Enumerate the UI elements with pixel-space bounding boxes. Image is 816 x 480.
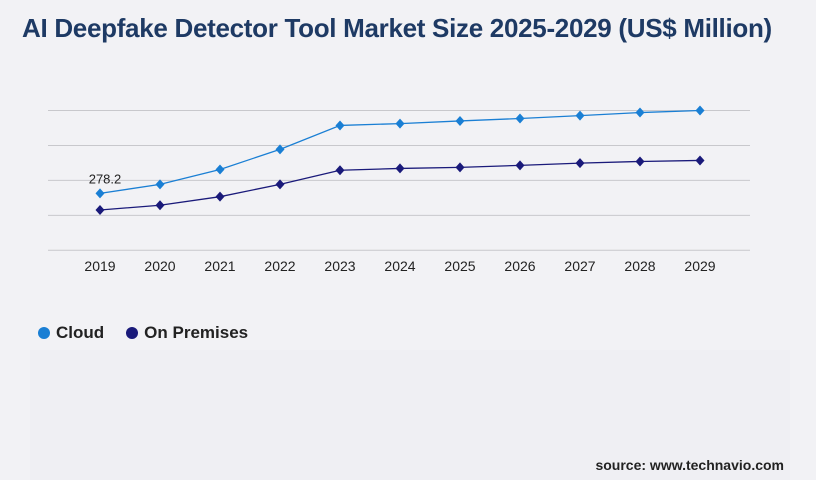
legend-item: On Premises [126, 323, 248, 343]
chart-title: AI Deepfake Detector Tool Market Size 20… [22, 13, 772, 43]
data-point [275, 144, 285, 155]
data-point [95, 204, 105, 215]
data-point [455, 115, 465, 126]
data-point [95, 188, 105, 199]
x-tick-label: 2019 [84, 258, 115, 274]
background-panel [30, 350, 790, 480]
data-point [155, 179, 165, 190]
line-chart: 2019 2020 2021 2022 2023 2024 2025 2026 2027 2028… [48, 105, 750, 274]
legend-marker-icon [38, 327, 50, 339]
x-tick-label: 2029 [684, 258, 715, 274]
x-tick-label: 2027 [564, 258, 595, 274]
x-tick-label: 2023 [324, 258, 355, 274]
data-point [335, 165, 345, 176]
data-point [695, 105, 705, 116]
data-point [515, 113, 525, 124]
x-tick-label: 2021 [204, 258, 235, 274]
x-tick-label: 2020 [144, 258, 175, 274]
legend-label: Cloud [56, 323, 105, 342]
x-tick-label: 2025 [444, 258, 475, 274]
legend-marker-icon [126, 327, 139, 339]
legend: Cloud On Premises [38, 323, 248, 343]
data-point [695, 155, 705, 166]
data-point [155, 200, 165, 211]
x-tick-label: 2022 [264, 258, 295, 274]
data-point [575, 110, 585, 121]
x-tick-label: 2028 [624, 258, 655, 274]
data-point [335, 120, 345, 131]
source-text: source: www.technavio.com [595, 457, 784, 473]
data-point [575, 158, 585, 169]
data-point [455, 162, 465, 173]
x-tick-label: 2026 [504, 258, 535, 274]
data-point [635, 107, 645, 118]
data-point [215, 164, 225, 175]
data-point [215, 191, 225, 202]
data-point [395, 163, 405, 174]
x-tick-label: 2024 [384, 258, 415, 274]
data-label: 278.2 [89, 171, 122, 186]
data-point [515, 160, 525, 171]
legend-label: On Premises [144, 323, 249, 342]
data-point [635, 156, 645, 167]
data-point [395, 118, 405, 129]
legend-item: Cloud [38, 323, 104, 343]
data-point [275, 179, 285, 190]
